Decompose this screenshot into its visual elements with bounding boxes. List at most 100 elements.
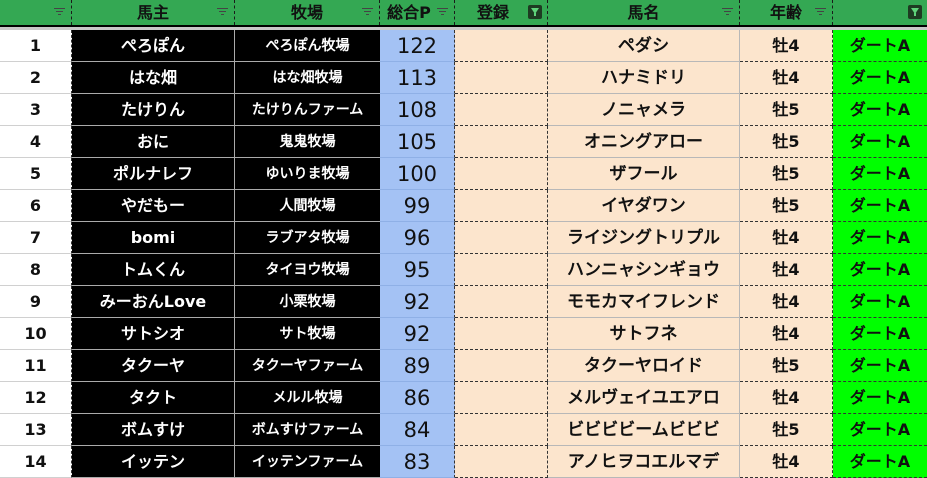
cell-sex-age[interactable]: 牡5 xyxy=(740,94,833,126)
cell-sex-age[interactable]: 牡4 xyxy=(740,222,833,254)
cell-owner[interactable]: タクト xyxy=(72,382,235,414)
cell-total-points[interactable]: 122 xyxy=(380,30,455,62)
cell-farm[interactable]: 人間牧場 xyxy=(235,190,380,222)
cell-registration[interactable] xyxy=(455,158,548,190)
cell-horse-name[interactable]: オニングアロー xyxy=(548,126,740,158)
cell-farm[interactable]: ラブアタ牧場 xyxy=(235,222,380,254)
cell-sex-age[interactable]: 牡5 xyxy=(740,126,833,158)
cell-owner[interactable]: bomi xyxy=(72,222,235,254)
cell-total-points[interactable]: 92 xyxy=(380,318,455,350)
cell-horse-name[interactable]: サトフネ xyxy=(548,318,740,350)
cell-registration[interactable] xyxy=(455,382,548,414)
cell-sex-age[interactable]: 牡5 xyxy=(740,350,833,382)
cell-total-points[interactable]: 89 xyxy=(380,350,455,382)
cell-row-number[interactable]: 9 xyxy=(0,286,72,318)
cell-sex-age[interactable]: 牡4 xyxy=(740,382,833,414)
cell-horse-name[interactable]: ペダシ xyxy=(548,30,740,62)
cell-sex-age[interactable]: 牡5 xyxy=(740,158,833,190)
cell-class[interactable]: ダートA xyxy=(833,190,927,222)
active-filter-icon[interactable] xyxy=(908,5,922,19)
cell-horse-name[interactable]: ビビビビームビビビ xyxy=(548,414,740,446)
sort-filter-icon[interactable] xyxy=(437,8,448,17)
cell-registration[interactable] xyxy=(455,222,548,254)
cell-owner[interactable]: みーおんLove xyxy=(72,286,235,318)
column-header-total-points[interactable]: 総合P xyxy=(380,0,455,25)
cell-row-number[interactable]: 3 xyxy=(0,94,72,126)
cell-sex-age[interactable]: 牡5 xyxy=(740,190,833,222)
cell-sex-age[interactable]: 牡4 xyxy=(740,318,833,350)
column-header-class[interactable] xyxy=(833,0,927,25)
cell-class[interactable]: ダートA xyxy=(833,286,927,318)
cell-row-number[interactable]: 5 xyxy=(0,158,72,190)
cell-registration[interactable] xyxy=(455,190,548,222)
cell-class[interactable]: ダートA xyxy=(833,62,927,94)
cell-horse-name[interactable]: ライジングトリプル xyxy=(548,222,740,254)
cell-owner[interactable]: トムくん xyxy=(72,254,235,286)
cell-registration[interactable] xyxy=(455,286,548,318)
cell-farm[interactable]: サト牧場 xyxy=(235,318,380,350)
cell-farm[interactable]: 小栗牧場 xyxy=(235,286,380,318)
sort-filter-icon[interactable] xyxy=(217,8,228,17)
cell-horse-name[interactable]: タクーヤロイド xyxy=(548,350,740,382)
cell-sex-age[interactable]: 牡4 xyxy=(740,446,833,478)
cell-registration[interactable] xyxy=(455,254,548,286)
cell-row-number[interactable]: 13 xyxy=(0,414,72,446)
cell-row-number[interactable]: 12 xyxy=(0,382,72,414)
cell-sex-age[interactable]: 牡4 xyxy=(740,254,833,286)
cell-class[interactable]: ダートA xyxy=(833,126,927,158)
cell-total-points[interactable]: 105 xyxy=(380,126,455,158)
cell-registration[interactable] xyxy=(455,94,548,126)
cell-class[interactable]: ダートA xyxy=(833,254,927,286)
cell-farm[interactable]: はな畑牧場 xyxy=(235,62,380,94)
cell-farm[interactable]: タイヨウ牧場 xyxy=(235,254,380,286)
cell-horse-name[interactable]: ハナミドリ xyxy=(548,62,740,94)
cell-total-points[interactable]: 84 xyxy=(380,414,455,446)
cell-total-points[interactable]: 100 xyxy=(380,158,455,190)
cell-row-number[interactable]: 8 xyxy=(0,254,72,286)
cell-sex-age[interactable]: 牡5 xyxy=(740,414,833,446)
cell-class[interactable]: ダートA xyxy=(833,382,927,414)
cell-farm[interactable]: ボムすけファーム xyxy=(235,414,380,446)
cell-row-number[interactable]: 14 xyxy=(0,446,72,478)
cell-registration[interactable] xyxy=(455,126,548,158)
cell-owner[interactable]: はな畑 xyxy=(72,62,235,94)
cell-registration[interactable] xyxy=(455,446,548,478)
column-header-sex-age[interactable]: 年齢 xyxy=(740,0,833,25)
cell-class[interactable]: ダートA xyxy=(833,222,927,254)
cell-farm[interactable]: たけりんファーム xyxy=(235,94,380,126)
cell-total-points[interactable]: 92 xyxy=(380,286,455,318)
cell-total-points[interactable]: 96 xyxy=(380,222,455,254)
cell-owner[interactable]: イッテン xyxy=(72,446,235,478)
cell-row-number[interactable]: 10 xyxy=(0,318,72,350)
cell-class[interactable]: ダートA xyxy=(833,446,927,478)
cell-sex-age[interactable]: 牡4 xyxy=(740,30,833,62)
cell-owner[interactable]: やだもー xyxy=(72,190,235,222)
cell-registration[interactable] xyxy=(455,414,548,446)
cell-horse-name[interactable]: アノヒヲコエルマデ xyxy=(548,446,740,478)
cell-row-number[interactable]: 2 xyxy=(0,62,72,94)
cell-row-number[interactable]: 7 xyxy=(0,222,72,254)
cell-horse-name[interactable]: ノニャメラ xyxy=(548,94,740,126)
cell-row-number[interactable]: 6 xyxy=(0,190,72,222)
cell-owner[interactable]: ポルナレフ xyxy=(72,158,235,190)
cell-owner[interactable]: サトシオ xyxy=(72,318,235,350)
cell-farm[interactable]: タクーヤファーム xyxy=(235,350,380,382)
cell-registration[interactable] xyxy=(455,62,548,94)
cell-row-number[interactable]: 4 xyxy=(0,126,72,158)
cell-sex-age[interactable]: 牡4 xyxy=(740,286,833,318)
column-header-horse-name[interactable]: 馬名 xyxy=(548,0,740,25)
active-filter-icon[interactable] xyxy=(528,5,542,19)
cell-horse-name[interactable]: ハンニャシンギョウ xyxy=(548,254,740,286)
cell-owner[interactable]: ボムすけ xyxy=(72,414,235,446)
column-header-owner[interactable]: 馬主 xyxy=(72,0,235,25)
cell-farm[interactable]: 鬼鬼牧場 xyxy=(235,126,380,158)
cell-farm[interactable]: ぺろぽん牧場 xyxy=(235,30,380,62)
sort-filter-icon[interactable] xyxy=(362,8,373,17)
cell-registration[interactable] xyxy=(455,318,548,350)
column-header-row-number[interactable] xyxy=(0,0,72,25)
cell-class[interactable]: ダートA xyxy=(833,30,927,62)
cell-class[interactable]: ダートA xyxy=(833,350,927,382)
cell-total-points[interactable]: 95 xyxy=(380,254,455,286)
cell-class[interactable]: ダートA xyxy=(833,414,927,446)
sort-filter-icon[interactable] xyxy=(722,8,733,17)
